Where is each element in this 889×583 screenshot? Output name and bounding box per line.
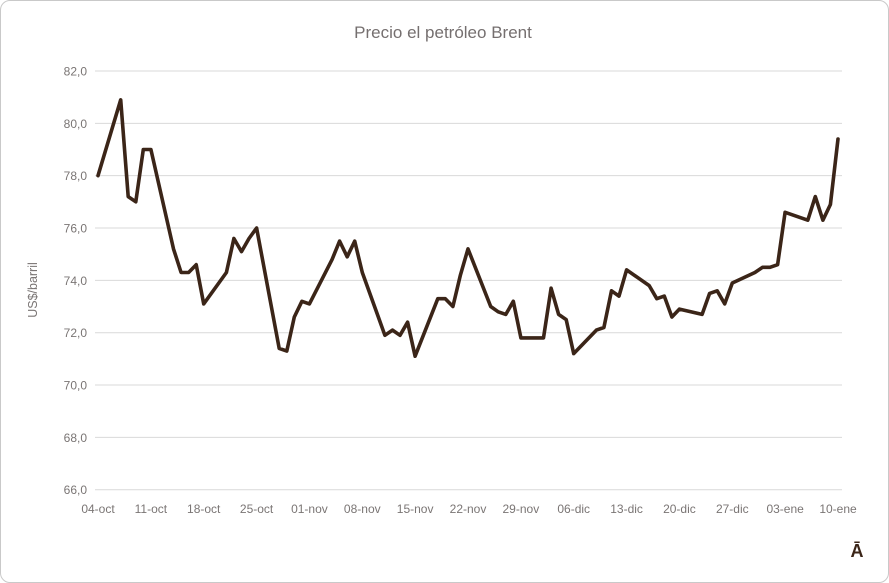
- x-tick-label: 22-nov: [450, 502, 487, 516]
- y-tick-label: 80,0: [64, 117, 88, 131]
- x-tick-label: 25-oct: [240, 502, 274, 516]
- x-tick-label: 03-ene: [766, 502, 804, 516]
- y-tick-label: 68,0: [64, 431, 88, 445]
- y-axis-tick-labels: 82,0 80,0 78,0 76,0 74,0 72,0 70,0 68,0 66,0: [64, 65, 88, 498]
- y-tick-label: 78,0: [64, 169, 88, 183]
- y-tick-label: 82,0: [64, 65, 88, 79]
- chart-title: Precio el petróleo Brent: [354, 23, 532, 42]
- x-tick-label: 08-nov: [344, 502, 381, 516]
- x-tick-label: 27-dic: [716, 502, 749, 516]
- brent-price-line: [96, 98, 840, 359]
- y-axis-title: US$/barril: [26, 262, 40, 318]
- x-tick-label: 15-nov: [397, 502, 434, 516]
- x-axis-tick-labels: 04-oct 11-oct 18-oct 25-oct 01-nov 08-nov 15-n…: [81, 502, 857, 516]
- x-tick-label: 20-dic: [663, 502, 696, 516]
- x-tick-label: 04-oct: [81, 502, 115, 516]
- x-tick-label: 29-nov: [503, 502, 540, 516]
- x-tick-label: 01-nov: [291, 502, 328, 516]
- gridlines: [95, 70, 842, 491]
- x-tick-label: 06-dic: [557, 502, 590, 516]
- x-tick-label: 18-oct: [187, 502, 221, 516]
- y-tick-label: 70,0: [64, 379, 88, 393]
- corner-glyph: Ā: [851, 541, 864, 561]
- y-tick-label: 74,0: [64, 274, 88, 288]
- x-tick-label: 11-oct: [135, 502, 168, 516]
- x-tick-label: 10-ene: [819, 502, 857, 516]
- x-tick-label: 13-dic: [610, 502, 643, 516]
- y-tick-label: 66,0: [64, 483, 88, 497]
- y-tick-label: 76,0: [64, 222, 88, 236]
- y-tick-label: 72,0: [64, 326, 88, 340]
